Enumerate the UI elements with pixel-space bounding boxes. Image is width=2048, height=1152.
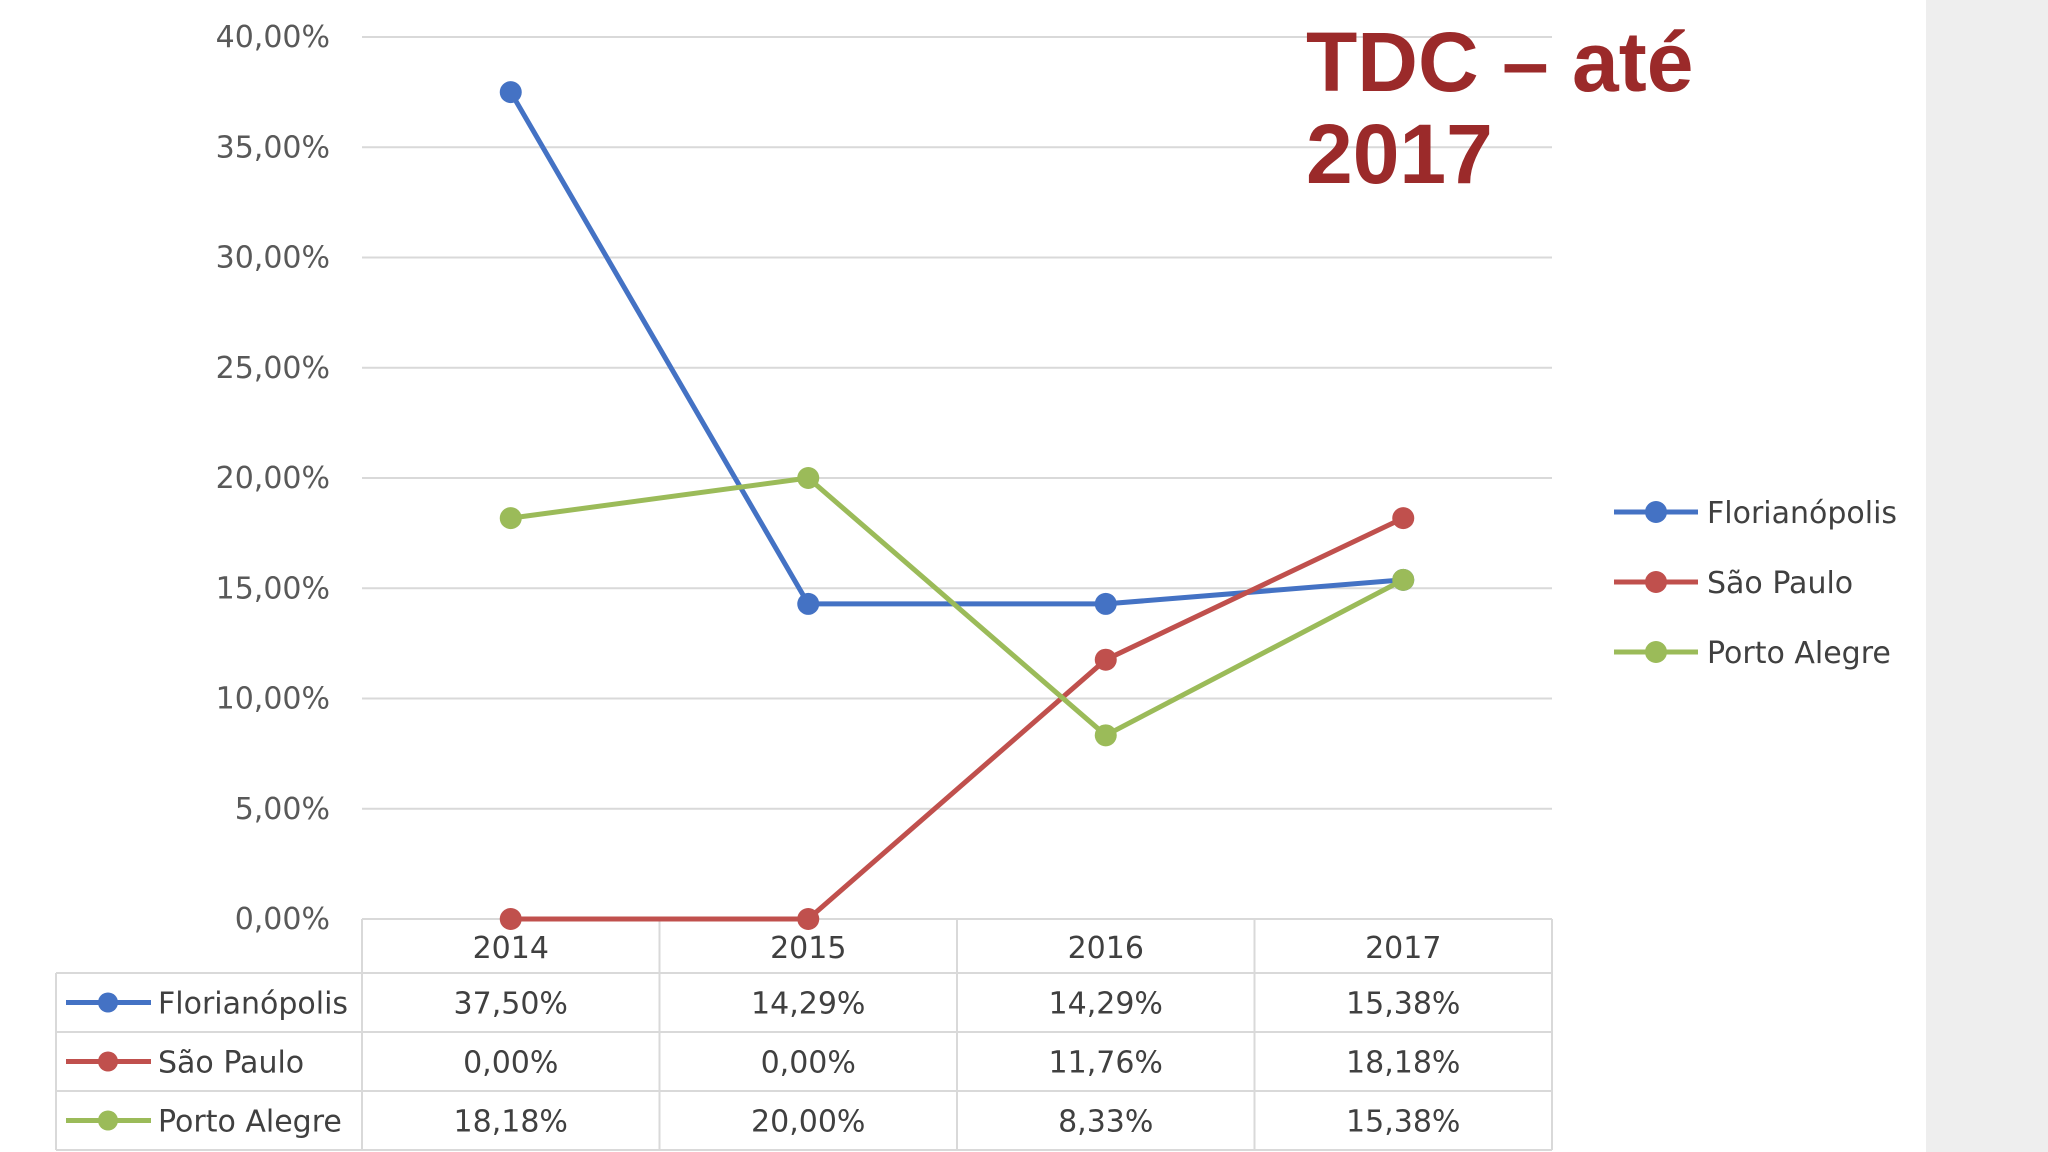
data-point [797,592,820,615]
x-tick-label: 2016 [1068,931,1144,966]
data-point [797,467,820,489]
y-tick-label: 20,00% [216,461,330,496]
series-line [508,90,1404,607]
legend-label: Florianópolis [1707,496,1897,531]
y-tick-label: 0,00% [235,902,330,937]
table-key-marker [98,1110,118,1131]
data-point [1392,507,1415,530]
data-label: 0,00% [761,1046,856,1081]
x-tick-label: 2017 [1365,931,1441,966]
data-point [499,908,522,930]
legend-marker [1645,501,1667,523]
data-point [1094,592,1117,615]
data-label: 14,29% [1049,987,1163,1022]
table-series-name: Florianópolis [158,987,348,1022]
data-label: 37,50% [454,987,568,1022]
data-label: 15,38% [1346,1105,1460,1140]
data-label: 8,33% [1058,1105,1153,1140]
data-label: 18,18% [1346,1046,1460,1081]
legend-marker [1645,641,1667,663]
x-tick-label: 2015 [770,931,846,966]
data-label: 20,00% [751,1105,865,1140]
slide-title: TDC – até 2017 [1306,15,1694,201]
data-point [499,507,522,530]
table-series-name: São Paulo [158,1046,304,1081]
data-table: 2014 2015 2016 2017 Florianópolis 37,50% 14,29… [55,918,1553,1151]
data-label: 15,38% [1346,987,1460,1022]
y-axis-ticks: 0,00% 5,00% 10,00% 15,00% 20,00% 25,00% 30,00%… [216,20,330,937]
data-label: 11,76% [1049,1046,1163,1081]
y-tick-label: 15,00% [216,571,330,606]
legend-marker [1645,571,1667,593]
y-tick-label: 40,00% [216,20,330,55]
table-series-name: Porto Alegre [158,1105,342,1140]
data-point [499,81,522,104]
side-panel [1926,0,2048,1152]
data-label: 0,00% [463,1046,558,1081]
data-point [797,908,820,930]
legend-label: Porto Alegre [1707,636,1891,671]
data-point [1392,568,1415,591]
grid-lines [362,36,1552,810]
series-lines [499,81,1415,930]
data-point [1094,648,1117,671]
series-line [510,475,1405,738]
series-line [510,515,1405,922]
line-chart: 0,00% 5,00% 10,00% 15,00% 20,00% 25,00% 30,00%… [55,20,1897,1151]
legend-label: São Paulo [1707,566,1853,601]
x-tick-label: 2014 [473,931,549,966]
data-point [1094,724,1117,747]
y-tick-label: 10,00% [216,682,330,717]
legend: Florianópolis São Paulo Porto Alegre [1614,496,1897,671]
y-tick-label: 30,00% [216,241,330,276]
table-key-marker [98,992,118,1013]
y-tick-label: 5,00% [235,792,330,827]
y-tick-label: 35,00% [216,130,330,165]
table-key-marker [98,1051,118,1072]
data-label: 18,18% [454,1105,568,1140]
y-tick-label: 25,00% [216,351,330,386]
data-label: 14,29% [751,987,865,1022]
